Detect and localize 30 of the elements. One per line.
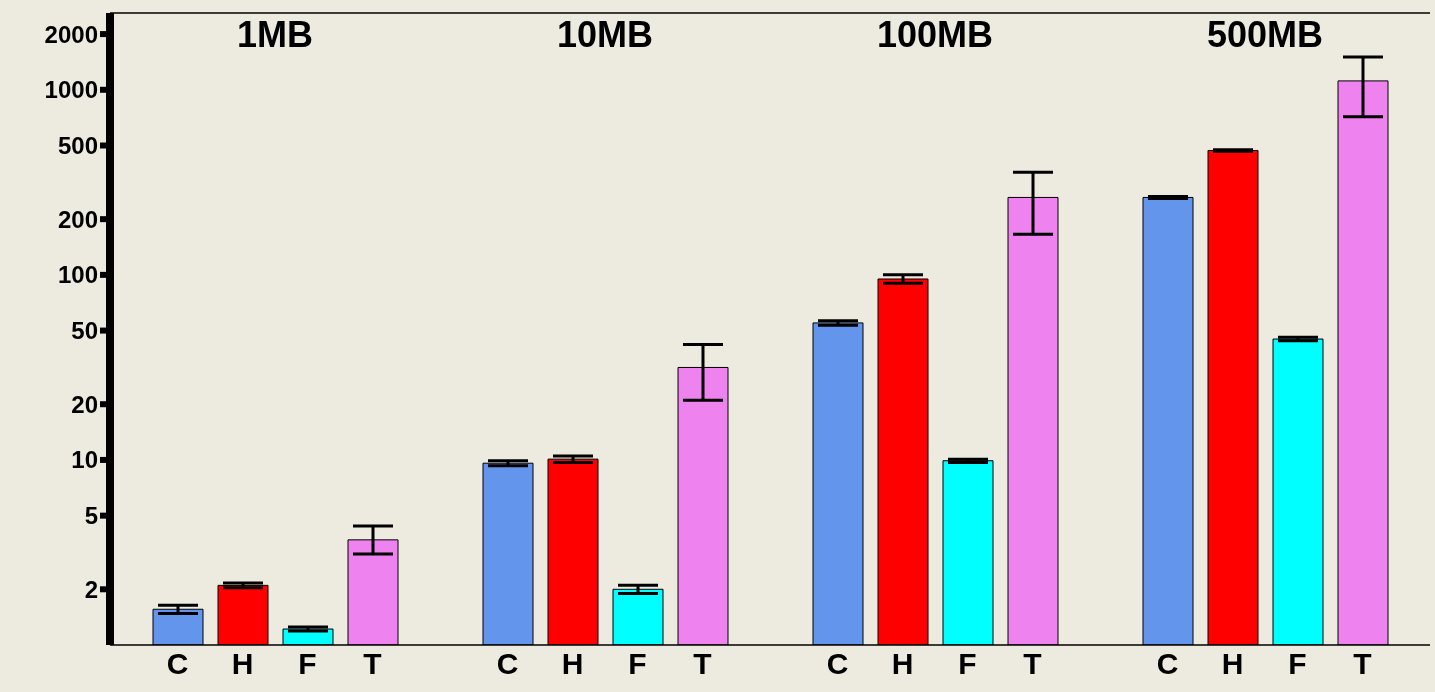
x-tick-label: H	[891, 647, 914, 681]
chart-title: 10MB	[556, 14, 654, 56]
x-tick-label: H	[561, 647, 584, 681]
x-tick-label: C	[826, 647, 849, 681]
y-tick-label: 1000	[44, 76, 98, 104]
x-tick-label: C	[1156, 647, 1179, 681]
x-tick-label: F	[958, 647, 977, 681]
y-tick-label: 500	[57, 132, 98, 160]
y-tick-label: 5	[84, 502, 98, 530]
y-tick-label: 50	[71, 317, 98, 345]
y-tick-label: 10	[71, 446, 98, 474]
y-tick-label: 200	[57, 205, 98, 233]
x-tick-label: C	[496, 647, 519, 681]
y-tick-label: 20	[71, 390, 98, 418]
x-tick-label: T	[363, 647, 382, 681]
x-tick-label: H	[1221, 647, 1244, 681]
chart-title: 500MB	[1205, 14, 1325, 56]
x-tick-label: T	[1353, 647, 1372, 681]
x-tick-label: F	[628, 647, 647, 681]
y-tick-label: 2000	[44, 20, 98, 48]
y-tick-label: 100	[57, 261, 98, 289]
x-tick-label: C	[166, 647, 189, 681]
x-tick-label: T	[693, 647, 712, 681]
x-tick-label: T	[1023, 647, 1042, 681]
x-tick-label: F	[298, 647, 317, 681]
chart-title: 1MB	[236, 14, 314, 56]
y-tick-label: 2	[84, 575, 98, 603]
x-tick-label: F	[1288, 647, 1307, 681]
x-tick-label: H	[231, 647, 254, 681]
chart-title: 100MB	[875, 14, 995, 56]
